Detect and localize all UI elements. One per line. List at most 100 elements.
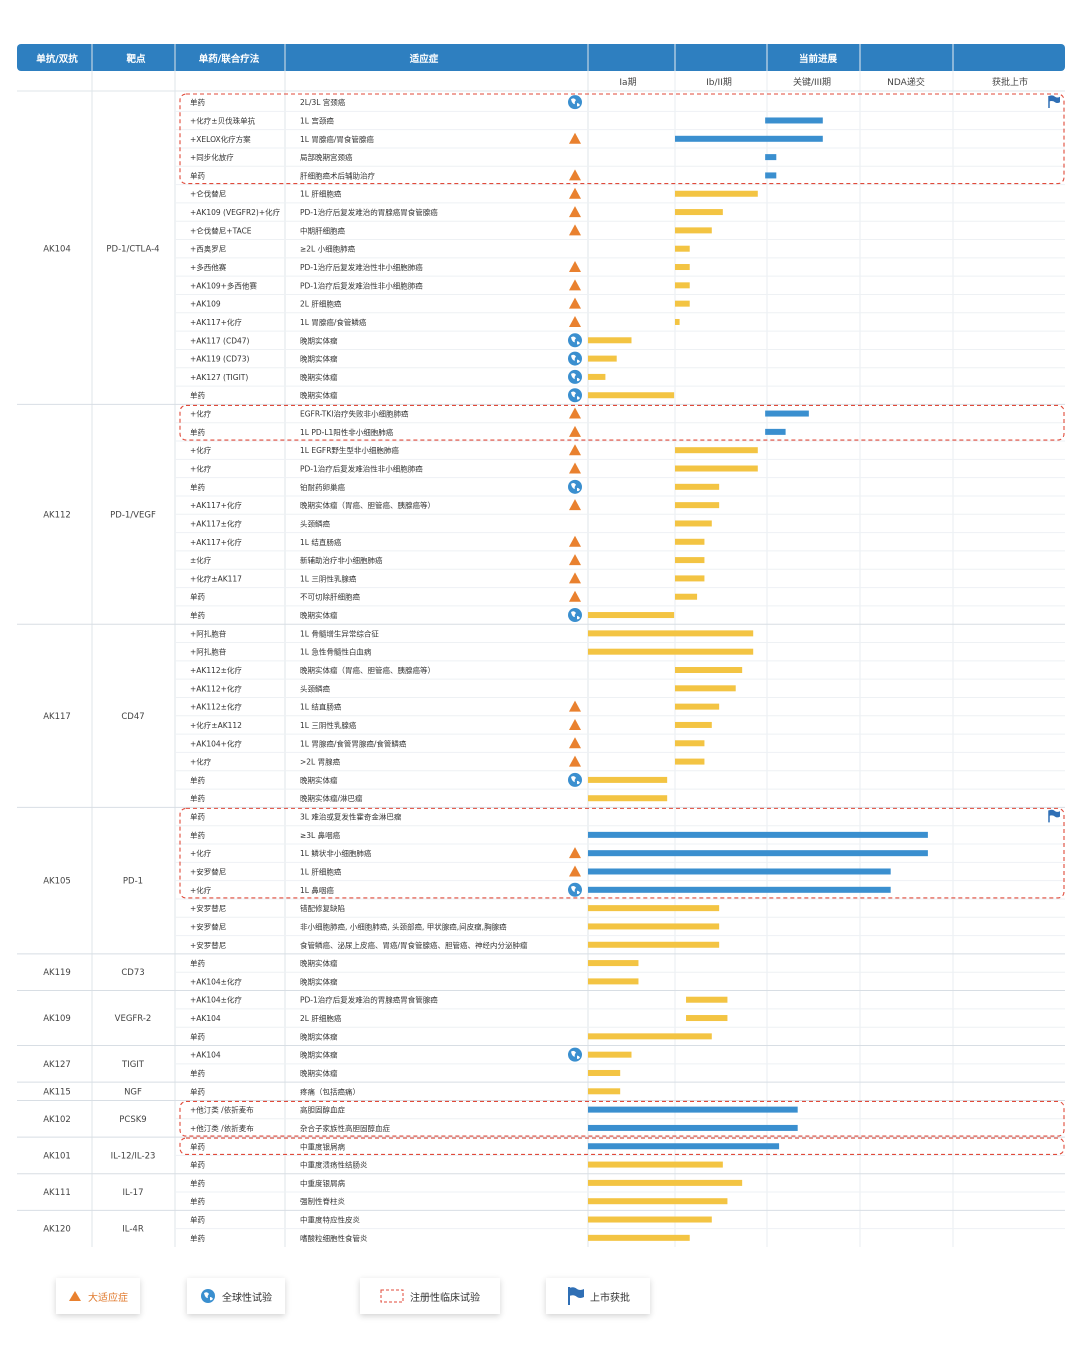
- progress-bar: [588, 941, 720, 948]
- group-antibody-name: AK115: [43, 1087, 71, 1097]
- row-therapy: +AK127 (TIGIT): [190, 373, 248, 382]
- row-indication: 晚期实体瘤: [300, 354, 338, 364]
- legend-global-trial-label: 全球性试验: [222, 1292, 272, 1304]
- row-therapy: +AK109+多西他赛: [190, 280, 257, 290]
- flag-icon: [566, 1286, 584, 1306]
- globe-icon: [568, 608, 582, 623]
- row-therapy: 单药: [190, 482, 205, 492]
- group-target-name: IL-12/IL-23: [111, 1151, 156, 1161]
- progress-bar: [675, 135, 823, 142]
- registration-trial-box: [179, 404, 1065, 441]
- row-therapy: 单药: [190, 1031, 205, 1041]
- row-indication: 晚期实体瘤: [300, 1031, 338, 1041]
- row-therapy: +AK117 (CD47): [190, 336, 250, 345]
- row-indication: 2L/3L 宫颈癌: [300, 97, 346, 107]
- triangle-icon: [569, 572, 581, 584]
- progress-bar: [588, 960, 639, 967]
- row-therapy: +安罗替尼: [190, 940, 226, 950]
- globe-icon-circle: [568, 882, 582, 897]
- row-therapy: 单药: [190, 1141, 205, 1151]
- triangle-icon: [569, 279, 581, 291]
- globe-icon-land: [571, 98, 580, 107]
- row-indication: 非小细胞肺癌, 小细胞肺癌, 头颈部癌, 甲状腺癌,间皮瘤,胸腺癌: [300, 921, 507, 931]
- legend-global-trial: 全球性试验: [187, 1278, 285, 1314]
- progress-bar: [588, 905, 720, 912]
- row-indication: 不可切除肝细胞癌: [300, 592, 360, 602]
- legend-registration-trial: 注册性临床试验: [360, 1278, 500, 1314]
- triangle-icon: [569, 206, 581, 218]
- row-indication: 晚期实体瘤: [300, 1068, 338, 1078]
- progress-bar: [675, 282, 690, 289]
- globe-icon-land: [571, 776, 580, 785]
- group-target-name: TIGIT: [121, 1060, 145, 1070]
- row-therapy: 单药: [190, 812, 205, 822]
- row-indication: 1L 胃腺癌/食管胃腺癌/食管鳞癌: [300, 738, 407, 748]
- progress-bar: [588, 868, 891, 875]
- progress-bar: [675, 538, 705, 545]
- progress-bar: [675, 245, 690, 252]
- row-indication: 新辅助治疗非小细胞肺癌: [300, 555, 383, 565]
- progress-bar: [588, 1051, 632, 1058]
- progress-bar: [765, 154, 777, 161]
- progress-bar: [765, 428, 786, 435]
- legend-major-indication-label: 大适应症: [88, 1292, 128, 1304]
- group-target-name: NGF: [124, 1087, 142, 1097]
- progress-bar: [675, 703, 720, 710]
- row-therapy: +化疗: [190, 885, 212, 895]
- globe-icon-circle: [568, 1047, 582, 1062]
- row-therapy: +他汀类 /依折麦布: [190, 1105, 254, 1115]
- globe-icon: [568, 351, 582, 366]
- legend-approved-label: 上市获批: [590, 1292, 630, 1304]
- row-therapy: +仑伐替尼: [190, 189, 226, 199]
- row-indication: 疼痛（包括癌痛）: [300, 1086, 360, 1096]
- globe-icon-land: [571, 373, 580, 382]
- progress-bar: [588, 1198, 728, 1205]
- row-indication: 铂耐药卵巢癌: [300, 482, 345, 492]
- row-therapy: 单药: [190, 427, 205, 437]
- row-therapy: +AK104+化疗: [190, 738, 242, 748]
- registration-trial-box: [179, 807, 1065, 899]
- group-antibody-name: AK102: [43, 1115, 71, 1125]
- progress-bar: [588, 1106, 798, 1113]
- flag-icon: [1048, 95, 1060, 108]
- triangle-icon: [569, 444, 581, 456]
- triangle-icon: [569, 261, 581, 273]
- triangle-icon: [569, 132, 581, 144]
- row-therapy: 单药: [190, 592, 205, 602]
- row-indication: >2L 胃腺癌: [300, 757, 341, 767]
- progress-bar: [588, 978, 639, 985]
- row-indication: 1L 肝细胞癌: [300, 189, 342, 199]
- progress-bar: [588, 886, 891, 893]
- row-therapy: +化疗: [190, 848, 212, 858]
- progress-bar: [686, 1015, 728, 1022]
- legend-major-indication: 大适应症: [56, 1278, 140, 1314]
- header-col-target: 靶点: [126, 53, 146, 65]
- globe-icon-land: [571, 391, 580, 400]
- globe-icon: [568, 479, 582, 494]
- group-antibody-name: AK117: [43, 712, 71, 722]
- row-indication: 1L 宫颈癌: [300, 115, 334, 125]
- row-indication: 晚期实体瘤: [300, 390, 338, 400]
- row-indication: 1L 三阴性乳腺癌: [300, 720, 357, 730]
- row-therapy: +多西他赛: [190, 262, 227, 272]
- triangle-icon: [569, 462, 581, 474]
- row-indication: 3L 难治或复发性霍奇金淋巴瘤: [300, 812, 402, 822]
- row-therapy: 单药: [190, 1068, 205, 1078]
- progress-bar: [675, 318, 680, 325]
- group-antibody-name: AK119: [43, 968, 71, 978]
- row-indication: 晚期实体瘤: [300, 976, 338, 986]
- progress-bar: [588, 612, 675, 619]
- row-indication: 1L EGFR野生型非小细胞肺癌: [300, 445, 399, 455]
- progress-bar: [588, 373, 606, 380]
- progress-bar: [675, 593, 698, 600]
- triangle-icon: [569, 297, 581, 309]
- progress-bar: [675, 447, 758, 454]
- phase-label-nda: NDA递交: [887, 76, 925, 88]
- row-indication: 1L 急性骨髓性白血病: [300, 647, 372, 657]
- row-indication: 晚期实体瘤: [300, 775, 338, 785]
- progress-bar: [588, 831, 928, 838]
- row-therapy: +AK117+化疗: [190, 500, 242, 510]
- progress-bar: [588, 1143, 780, 1150]
- group-antibody-name: AK120: [43, 1225, 71, 1235]
- row-indication: 强制性脊柱炎: [300, 1196, 345, 1206]
